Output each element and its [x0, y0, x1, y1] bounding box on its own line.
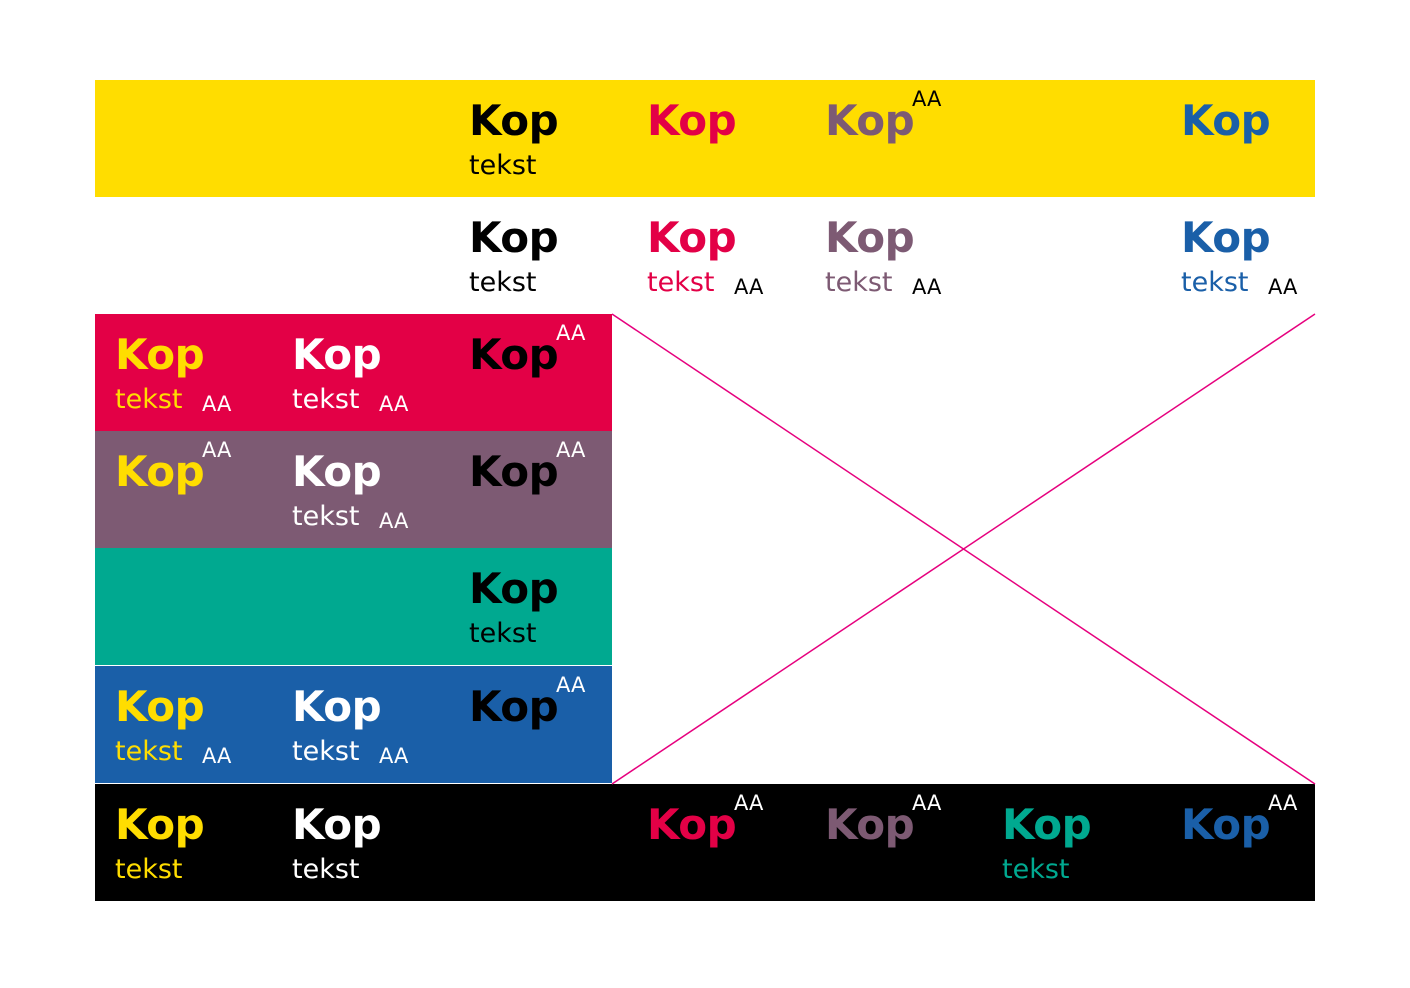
aa-badge: AA	[556, 438, 586, 462]
teal-row: Kop tekst	[95, 548, 612, 665]
aa-badge: AA	[1268, 275, 1298, 299]
aa-badge: AA	[734, 275, 764, 299]
kop-label: Kop	[292, 800, 382, 849]
aa-badge: AA	[556, 673, 586, 697]
white-black-cell: Kop tekst	[449, 197, 626, 314]
kop-label: Kop	[825, 800, 915, 849]
tekst-label: tekst	[647, 267, 715, 298]
aa-badge: AA	[202, 438, 232, 462]
kop-label: Kop	[115, 330, 205, 379]
kop-label: Kop	[647, 96, 737, 145]
tekst-label: tekst	[469, 150, 537, 181]
white-red-cell: Kop tekst AA	[627, 197, 804, 314]
black-row: Kop tekst Kop tekst Kop AA Kop AA Kop te…	[95, 784, 1315, 901]
tekst-label: tekst	[825, 267, 893, 298]
tekst-label: tekst	[469, 618, 537, 649]
kop-label: Kop	[292, 682, 382, 731]
aa-badge: AA	[912, 275, 942, 299]
kop-label: Kop	[469, 682, 559, 731]
tekst-label: tekst	[292, 501, 360, 532]
yellow-row: Kop tekst Kop Kop AA Kop	[95, 80, 1315, 197]
teal-black-cell: Kop tekst	[449, 548, 626, 665]
tekst-label: tekst	[292, 854, 360, 885]
white-purple-cell: Kop tekst AA	[805, 197, 982, 314]
yellow-blue-cell: Kop	[1161, 80, 1338, 197]
kop-label: Kop	[825, 213, 915, 262]
kop-label: Kop	[1181, 96, 1271, 145]
kop-label: Kop	[469, 330, 559, 379]
kop-label: Kop	[115, 682, 205, 731]
yellow-purple-cell: Kop AA	[805, 80, 982, 197]
aa-badge: AA	[912, 87, 942, 111]
blue-white-cell: Kop tekst AA	[272, 666, 449, 783]
aa-badge: AA	[734, 791, 764, 815]
kop-label: Kop	[1181, 800, 1271, 849]
cross-line-down	[611, 313, 1316, 785]
blue-yellow-cell: Kop tekst AA	[95, 666, 272, 783]
purple-yellow-cell: Kop AA	[95, 431, 272, 548]
kop-label: Kop	[115, 447, 205, 496]
kop-label: Kop	[469, 96, 559, 145]
kop-label: Kop	[1181, 213, 1271, 262]
black-red-cell: Kop AA	[627, 784, 804, 901]
kop-label: Kop	[469, 564, 559, 613]
yellow-red-cell: Kop	[627, 80, 804, 197]
aa-badge: AA	[912, 791, 942, 815]
kop-label: Kop	[825, 96, 915, 145]
purple-row: Kop AA Kop tekst AA Kop AA	[95, 431, 612, 548]
aa-badge: AA	[202, 744, 232, 768]
kop-label: Kop	[292, 447, 382, 496]
aa-badge: AA	[379, 392, 409, 416]
blue-black-cell: Kop AA	[449, 666, 626, 783]
tekst-label: tekst	[115, 384, 183, 415]
tekst-label: tekst	[292, 384, 360, 415]
purple-white-cell: Kop tekst AA	[272, 431, 449, 548]
tekst-label: tekst	[1181, 267, 1249, 298]
black-yellow-cell: Kop tekst	[95, 784, 272, 901]
kop-label: Kop	[115, 800, 205, 849]
red-row: Kop tekst AA Kop tekst AA Kop AA	[95, 314, 612, 431]
tekst-label: tekst	[115, 736, 183, 767]
aa-badge: AA	[556, 321, 586, 345]
cross-line-up	[611, 313, 1316, 785]
black-purple-cell: Kop AA	[805, 784, 982, 901]
white-row: Kop tekst Kop tekst AA Kop tekst AA Kop …	[95, 197, 1315, 314]
red-black-cell: Kop AA	[449, 314, 626, 431]
tekst-label: tekst	[115, 854, 183, 885]
yellow-black-cell: Kop tekst	[449, 80, 626, 197]
white-blue-cell: Kop tekst AA	[1161, 197, 1338, 314]
black-teal-cell: Kop tekst	[982, 784, 1159, 901]
red-yellow-cell: Kop tekst AA	[95, 314, 272, 431]
red-white-cell: Kop tekst AA	[272, 314, 449, 431]
black-blue-cell: Kop AA	[1161, 784, 1338, 901]
black-white-cell: Kop tekst	[272, 784, 449, 901]
kop-label: Kop	[469, 213, 559, 262]
blue-row: Kop tekst AA Kop tekst AA Kop AA	[95, 666, 612, 783]
kop-label: Kop	[469, 447, 559, 496]
aa-badge: AA	[379, 509, 409, 533]
tekst-label: tekst	[292, 736, 360, 767]
kop-label: Kop	[1002, 800, 1092, 849]
kop-label: Kop	[292, 330, 382, 379]
kop-label: Kop	[647, 800, 737, 849]
aa-badge: AA	[1268, 791, 1298, 815]
aa-badge: AA	[379, 744, 409, 768]
kop-label: Kop	[647, 213, 737, 262]
aa-badge: AA	[202, 392, 232, 416]
purple-black-cell: Kop AA	[449, 431, 626, 548]
tekst-label: tekst	[1002, 854, 1070, 885]
tekst-label: tekst	[469, 267, 537, 298]
